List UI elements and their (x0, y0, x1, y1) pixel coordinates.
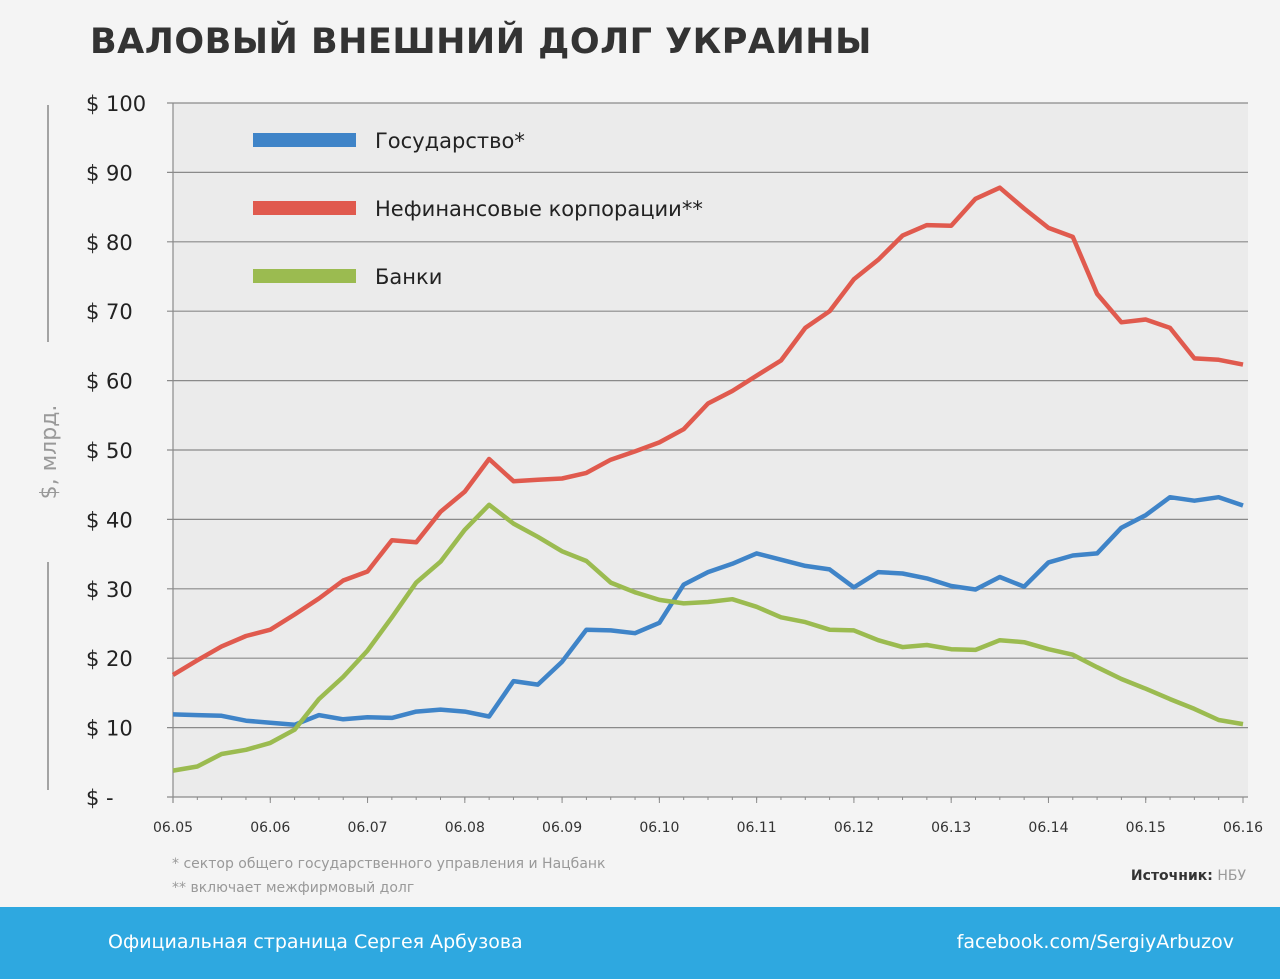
x-tick-label: 06.14 (1028, 820, 1068, 836)
x-tick-label: 06.08 (445, 820, 485, 836)
footnote-2: ** включает межфирмовый долг (172, 880, 415, 896)
legend-label: Нефинансовые корпорации** (375, 197, 703, 221)
chart-title: ВАЛОВЫЙ ВНЕШНИЙ ДОЛГ УКРАИНЫ (90, 22, 872, 62)
footer-page-name: Официальная страница Сергея Арбузова (108, 931, 523, 953)
x-tick-label: 06.05 (153, 820, 193, 836)
footnote-1: * сектор общего государственного управле… (172, 856, 606, 872)
x-tick-label: 06.12 (834, 820, 874, 836)
footer-facebook-link[interactable]: facebook.com/SergiyArbuzov (956, 931, 1234, 953)
footer-bar: Официальная страница Сергея Арбузова fac… (0, 907, 1280, 979)
y-tick-label: $ 20 (86, 647, 133, 671)
y-tick-label: $ 70 (86, 300, 133, 324)
legend-label: Государство* (375, 129, 525, 153)
y-tick-label: $ 50 (86, 439, 133, 463)
x-tick-label: 06.07 (347, 820, 387, 836)
source-value: НБУ (1217, 868, 1246, 884)
y-axis-title: $, млрд. (37, 405, 62, 500)
y-tick-label: $ 30 (86, 578, 133, 602)
x-tick-label: 06.16 (1223, 820, 1263, 836)
x-tick-label: 06.11 (737, 820, 777, 836)
source: Источник: НБУ (1131, 868, 1246, 884)
x-tick-label: 06.13 (931, 820, 971, 836)
x-tick-label: 06.15 (1126, 820, 1166, 836)
legend-swatch (253, 133, 356, 147)
line-chart: $ - $ 10 $ 20 $ 30 $ 40 $ 50 $ 60 $ 70 $ 80 $ 90 $… (37, 92, 1263, 836)
legend-swatch (253, 201, 356, 215)
x-tick-label: 06.10 (639, 820, 679, 836)
y-tick-label: $ 100 (86, 92, 146, 116)
y-tick-label: $ 40 (86, 508, 133, 532)
y-tick-label: $ 10 (86, 717, 133, 741)
x-tick-label: 06.06 (250, 820, 290, 836)
y-tick-label: $ 60 (86, 370, 133, 394)
y-tick-label: $ 90 (86, 161, 133, 185)
y-tick-label: $ - (86, 786, 114, 810)
x-tick-label: 06.09 (542, 820, 582, 836)
legend-label: Банки (375, 265, 442, 289)
y-tick-label: $ 80 (86, 231, 133, 255)
legend-swatch (253, 269, 356, 283)
source-label: Источник: (1130, 868, 1213, 884)
